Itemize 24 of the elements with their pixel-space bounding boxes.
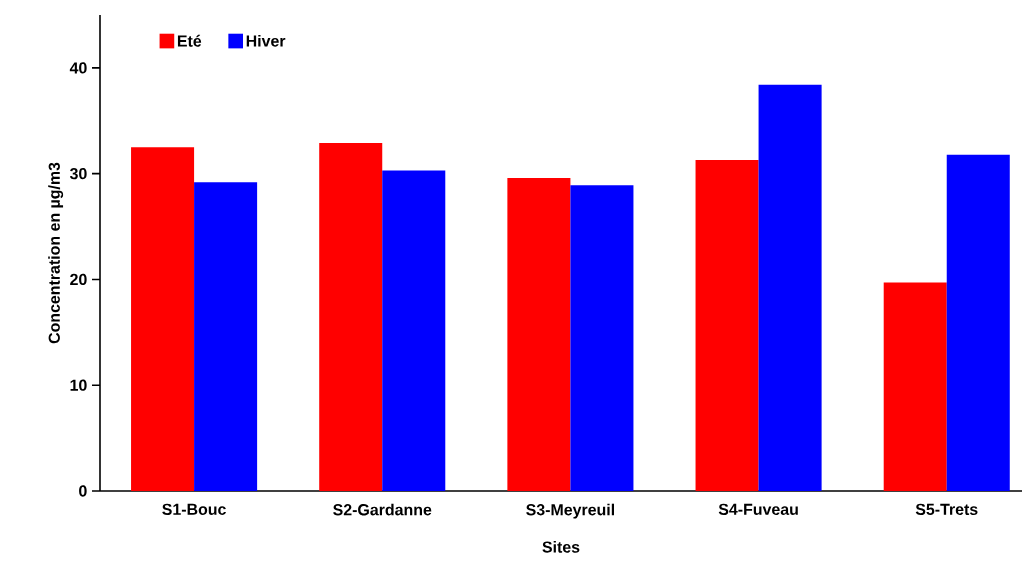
bar	[695, 159, 759, 491]
x-tick-label: S5-Trets	[915, 503, 978, 515]
bar	[131, 147, 195, 491]
bar	[319, 142, 383, 491]
bar	[507, 177, 571, 491]
bar	[946, 154, 1010, 491]
y-tick-label: 0	[79, 485, 87, 497]
y-axis-title: Concentration en µg/m3	[48, 162, 64, 344]
x-tick-label: S2-Gardanne	[333, 503, 432, 516]
bar	[758, 84, 822, 491]
bar	[883, 282, 947, 491]
legend-label: Eté	[177, 34, 202, 47]
x-tick-label: S4-Fuveau	[718, 503, 798, 515]
x-tick-label: S3-Meyreuil	[526, 503, 615, 519]
y-tick-label: 30	[69, 168, 87, 180]
y-tick-label: 20	[70, 273, 87, 286]
legend-label: Hiver	[246, 34, 286, 47]
bar	[382, 170, 446, 491]
y-tick-label: 40	[69, 62, 87, 74]
y-tick-label: 10	[70, 379, 87, 391]
bar	[194, 182, 258, 491]
bar	[570, 185, 634, 491]
x-tick-label: S1-Bouc	[162, 503, 226, 515]
x-axis-title: Sites	[542, 541, 580, 553]
